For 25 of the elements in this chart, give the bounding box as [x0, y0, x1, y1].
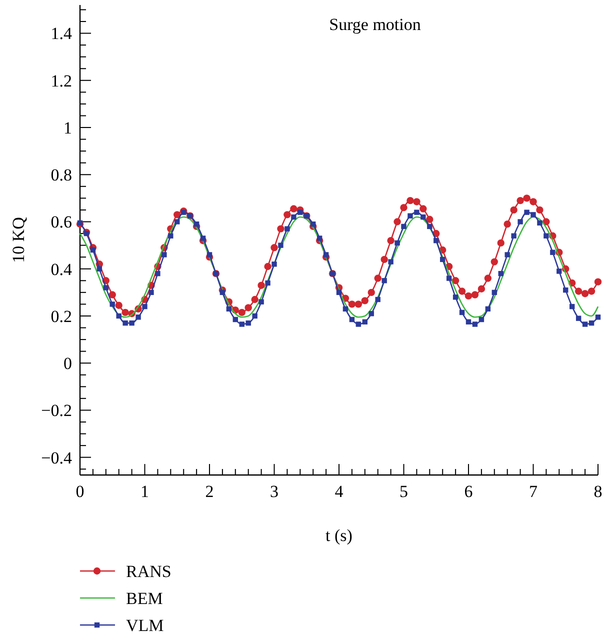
y-tick-label: 0.2: [50, 306, 72, 326]
y-tick-label: 1.2: [50, 71, 72, 90]
legend-label: BEM: [126, 588, 163, 608]
y-tick-label: 0.6: [50, 212, 72, 232]
y-axis-title: 10 KQ: [9, 217, 28, 263]
y-tick-label: 0.4: [50, 260, 72, 279]
legend-label: RANS: [126, 562, 172, 581]
x-tick-label: 8: [594, 482, 602, 501]
x-tick-label: 2: [205, 482, 214, 501]
y-tick-label: 1.4: [50, 24, 72, 44]
x-tick-label: 4: [334, 482, 344, 501]
x-tick-label: 3: [270, 482, 278, 501]
x-tick-label: 1: [140, 482, 149, 501]
x-tick-label: 0: [76, 482, 84, 501]
x-axis-title: t (s): [326, 526, 352, 545]
x-tick-label: 6: [464, 482, 473, 501]
y-tick-label: 1: [64, 118, 72, 138]
y-tick-label: −0.2: [41, 401, 72, 420]
y-tick-label: −0.4: [41, 448, 72, 468]
legend-label: VLM: [126, 616, 164, 635]
x-tick-label: 7: [529, 482, 538, 501]
y-tick-label: 0: [64, 354, 72, 374]
text: Surge motion: [329, 15, 422, 34]
y-tick-label: 0.8: [50, 166, 72, 185]
x-tick-label: 5: [400, 482, 408, 501]
